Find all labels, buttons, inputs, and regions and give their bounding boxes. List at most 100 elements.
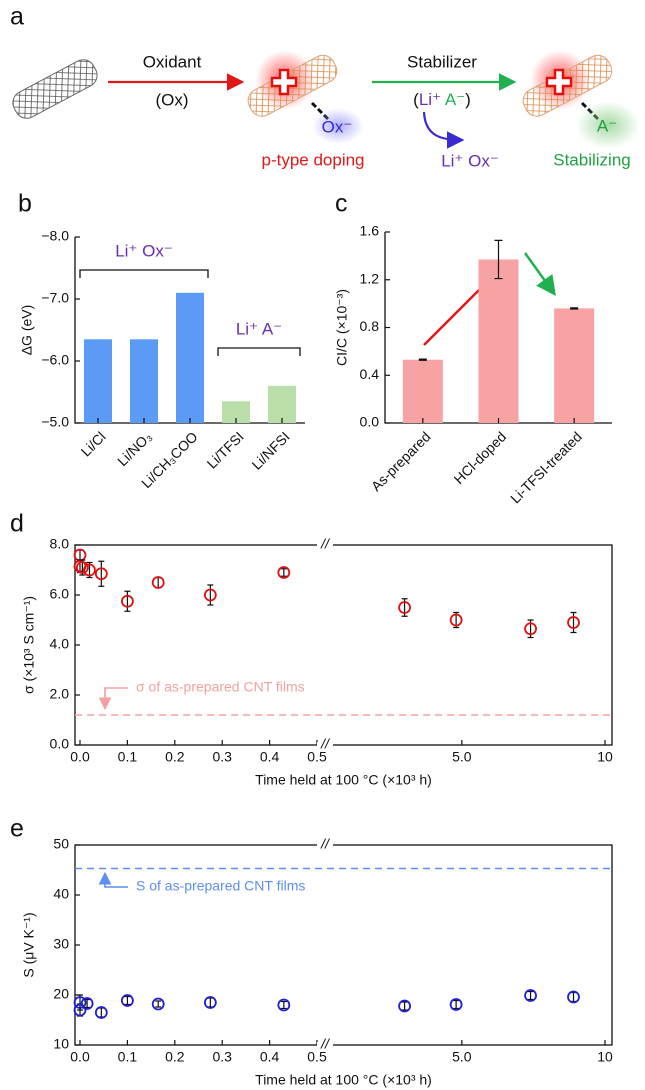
panel-label: e xyxy=(10,815,24,843)
x-tick-label: 0.1 xyxy=(118,1049,138,1065)
error-bar xyxy=(155,1000,162,1008)
x-tick-label: 0.4 xyxy=(260,749,280,765)
y-tick-label: 4.0 xyxy=(50,636,70,652)
error-bar xyxy=(570,991,577,1003)
y-tick-label: 2.0 xyxy=(50,686,70,702)
arrow-label: (Li⁺ A⁻) xyxy=(413,90,471,109)
error-bar xyxy=(124,995,131,1006)
glow xyxy=(576,101,640,149)
y-axis-title: ΔG (eV) xyxy=(19,305,35,356)
y-tick-label: 0.4 xyxy=(360,366,380,382)
point xyxy=(121,994,134,1007)
hole-symbol xyxy=(270,68,298,96)
anion: A⁻ xyxy=(445,90,465,109)
y-tick-label: 6.0 xyxy=(50,586,70,602)
error-bar xyxy=(570,611,577,634)
x-tick-label: 0.4 xyxy=(260,1049,280,1065)
x-tick-label: 0.3 xyxy=(212,1049,232,1065)
x-tick-label: Li/Cl xyxy=(78,428,109,459)
bar xyxy=(176,292,204,423)
point xyxy=(567,616,580,629)
trend-arrow xyxy=(523,252,556,297)
break-mark: // xyxy=(320,736,331,752)
point xyxy=(94,567,108,581)
point xyxy=(398,601,411,614)
arrow-label: Oxidant xyxy=(143,52,202,71)
break-gap xyxy=(317,842,333,848)
x-tick-label: HCl-doped xyxy=(451,428,510,487)
y-tick-label: 0.0 xyxy=(50,736,70,752)
error-bar xyxy=(207,997,214,1008)
x-tick-label: 10 xyxy=(597,1049,613,1065)
cation: Li⁺ xyxy=(419,90,441,109)
point xyxy=(80,997,94,1010)
break-mark: // xyxy=(320,836,331,852)
y-tick-label: −5.0 xyxy=(41,414,69,430)
panel-label: a xyxy=(10,3,24,31)
break-gap xyxy=(317,1042,333,1048)
arrow-label: Stabilizer xyxy=(407,52,477,71)
error-bar xyxy=(280,568,287,577)
x-tick-label: 0.1 xyxy=(118,749,138,765)
bracket xyxy=(79,269,209,278)
x-tick-label: 0.2 xyxy=(165,1049,185,1065)
panel-label: b xyxy=(18,190,32,218)
y-tick-label: 50 xyxy=(53,836,69,852)
ion: A⁻ xyxy=(597,116,617,135)
error-bar xyxy=(124,590,131,612)
group-label: Li⁺ A⁻ xyxy=(236,319,282,338)
annotation-arrow xyxy=(98,871,128,888)
paren: ) xyxy=(465,90,471,109)
x-tick-label: Li/NO₃ xyxy=(114,428,155,469)
y-tick-label: 20 xyxy=(53,986,69,1002)
y-tick-label: −6.0 xyxy=(41,352,69,368)
point xyxy=(449,613,463,627)
paren: ( xyxy=(413,90,419,109)
bar xyxy=(222,401,250,423)
arrow-label: (Ox) xyxy=(155,90,188,109)
error-bar xyxy=(207,584,214,606)
error-bar xyxy=(84,998,91,1009)
bar xyxy=(268,385,296,423)
bar xyxy=(84,339,112,423)
x-tick-label: 5.0 xyxy=(452,1049,472,1065)
annotation-arrow xyxy=(98,687,128,711)
point xyxy=(83,563,96,577)
error-bar xyxy=(527,990,534,1001)
break-gap xyxy=(317,542,333,548)
byproduct: Li⁺ Ox⁻ xyxy=(441,151,499,170)
error-bar xyxy=(453,999,460,1010)
point xyxy=(73,1003,87,1017)
point xyxy=(277,566,291,579)
error-bar xyxy=(98,1007,105,1018)
point xyxy=(398,999,411,1013)
y-tick-label: 1.6 xyxy=(360,223,380,239)
y-tick-label: 30 xyxy=(53,936,69,952)
bracket xyxy=(217,347,301,356)
bar xyxy=(130,339,158,423)
point xyxy=(524,622,537,636)
frame xyxy=(74,844,613,1046)
x-tick-label: 5.0 xyxy=(452,749,472,765)
error-bar xyxy=(77,549,83,561)
error-bar xyxy=(401,1001,408,1011)
point xyxy=(203,588,217,602)
x-tick-label: As-prepared xyxy=(368,428,434,494)
y-tick-label: 10 xyxy=(53,1036,69,1052)
nanotube xyxy=(12,59,98,119)
error-bar xyxy=(155,576,162,589)
reference-label: S of as-prepared CNT films xyxy=(136,878,305,894)
panel-label: d xyxy=(10,510,24,538)
x-tick-label: 10 xyxy=(597,749,613,765)
x-tick-label: 0.0 xyxy=(70,1049,90,1065)
bar xyxy=(402,359,443,423)
y-tick-label: 1.2 xyxy=(360,270,380,286)
arrow xyxy=(422,111,465,149)
reference-label: σ of as-prepared CNT films xyxy=(136,679,305,695)
point xyxy=(121,594,134,608)
point xyxy=(75,561,89,574)
x-tick-label: Li/NFSI xyxy=(248,428,292,472)
point xyxy=(203,996,217,1009)
x-tick-label: Li/TFSI xyxy=(204,428,247,471)
